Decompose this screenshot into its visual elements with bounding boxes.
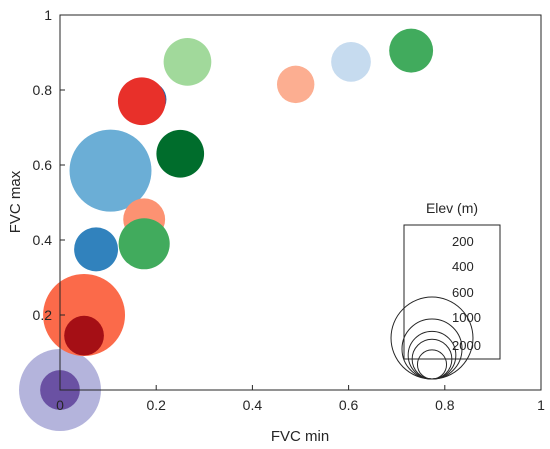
x-tick-label-1: 0.2 [146, 397, 166, 413]
points-layer [19, 28, 434, 431]
legend-labels: 200 400 600 1000 2000 [452, 234, 481, 353]
data-point-10 [156, 129, 205, 178]
x-tick-label-0: 0 [56, 397, 64, 413]
y-tick-label-0: 0.2 [33, 307, 53, 323]
ticks-layer: 0 0.2 0.4 0.6 0.8 1 0.2 0.4 0.6 0.8 1 [33, 7, 546, 413]
y-tick-label-1: 0.4 [33, 232, 53, 248]
y-axis-label: FVC max [7, 170, 24, 233]
legend-circles [390, 296, 474, 380]
data-point-11 [163, 38, 212, 86]
data-point-9 [118, 218, 170, 270]
legend-label-1000: 1000 [452, 310, 481, 325]
data-point-2 [43, 274, 126, 356]
legend-title: Elev (m) [426, 200, 478, 216]
legend-circle-2000 [390, 296, 474, 380]
legend-label-400: 400 [452, 259, 474, 274]
data-point-14 [389, 28, 434, 73]
data-point-4 [69, 129, 152, 212]
y-tick-label-2: 0.6 [33, 157, 53, 173]
legend-box [403, 224, 501, 360]
y-tick-label-4: 1 [44, 7, 52, 23]
legend-label-600: 600 [452, 285, 474, 300]
data-point-12 [276, 65, 315, 104]
data-point-5 [74, 227, 119, 272]
x-axis-label: FVC min [271, 428, 329, 445]
y-tick-label-3: 0.8 [33, 82, 53, 98]
x-tick-label-3: 0.6 [339, 397, 359, 413]
data-point-13 [331, 42, 371, 82]
x-tick-label-4: 0.8 [435, 397, 455, 413]
x-tick-label-2: 0.4 [243, 397, 263, 413]
data-point-3 [64, 315, 104, 356]
legend: Elev (m) 200 400 600 1000 2000 [390, 200, 501, 380]
x-tick-label-5: 1 [537, 397, 545, 413]
data-point-7 [117, 77, 166, 126]
legend-label-200: 200 [452, 234, 474, 249]
plot-frame [59, 14, 542, 391]
legend-label-2000: 2000 [452, 338, 481, 353]
